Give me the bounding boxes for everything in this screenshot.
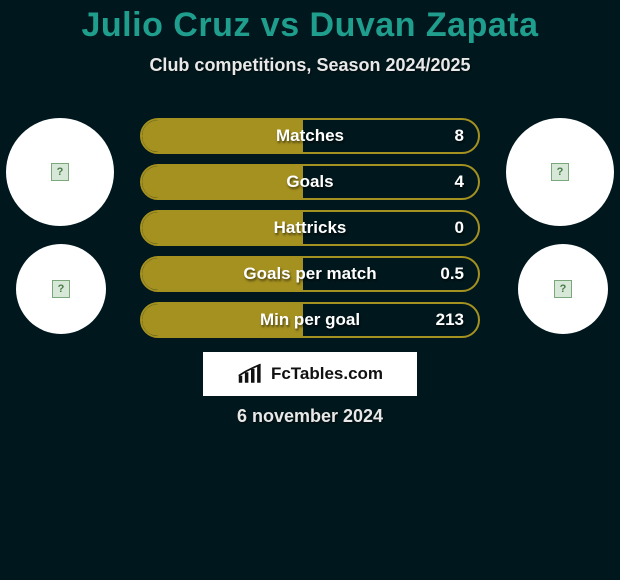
stat-label: Hattricks bbox=[274, 218, 347, 238]
left-player-avatar: ? bbox=[6, 118, 114, 226]
stat-row: Goals per match 0.5 bbox=[140, 256, 480, 292]
image-placeholder-icon: ? bbox=[554, 280, 572, 298]
stat-value-right: 0.5 bbox=[440, 264, 464, 284]
branding-badge: FcTables.com bbox=[203, 352, 417, 396]
footer-date: 6 november 2024 bbox=[0, 406, 620, 427]
stat-fill bbox=[142, 166, 303, 198]
stat-value-right: 0 bbox=[455, 218, 464, 238]
image-placeholder-icon: ? bbox=[551, 163, 569, 181]
stat-row: Goals 4 bbox=[140, 164, 480, 200]
stat-value-right: 4 bbox=[455, 172, 464, 192]
left-club-badge: ? bbox=[16, 244, 106, 334]
stat-label: Matches bbox=[276, 126, 344, 146]
stat-label: Goals bbox=[286, 172, 333, 192]
stat-row: Hattricks 0 bbox=[140, 210, 480, 246]
stat-row: Matches 8 bbox=[140, 118, 480, 154]
page-title: Julio Cruz vs Duvan Zapata bbox=[0, 0, 620, 45]
stat-label: Goals per match bbox=[243, 264, 376, 284]
stat-value-right: 8 bbox=[455, 126, 464, 146]
branding-text: FcTables.com bbox=[271, 364, 383, 384]
stat-label: Min per goal bbox=[260, 310, 360, 330]
stat-row: Min per goal 213 bbox=[140, 302, 480, 338]
page-subtitle: Club competitions, Season 2024/2025 bbox=[0, 55, 620, 76]
image-placeholder-icon: ? bbox=[51, 163, 69, 181]
right-club-badge: ? bbox=[518, 244, 608, 334]
stat-value-right: 213 bbox=[436, 310, 464, 330]
right-player-column: ? ? bbox=[506, 118, 614, 334]
left-player-column: ? ? bbox=[6, 118, 114, 334]
right-player-avatar: ? bbox=[506, 118, 614, 226]
image-placeholder-icon: ? bbox=[52, 280, 70, 298]
chart-icon bbox=[237, 363, 265, 385]
stats-list: Matches 8 Goals 4 Hattricks 0 Goals per match 0… bbox=[140, 118, 480, 338]
